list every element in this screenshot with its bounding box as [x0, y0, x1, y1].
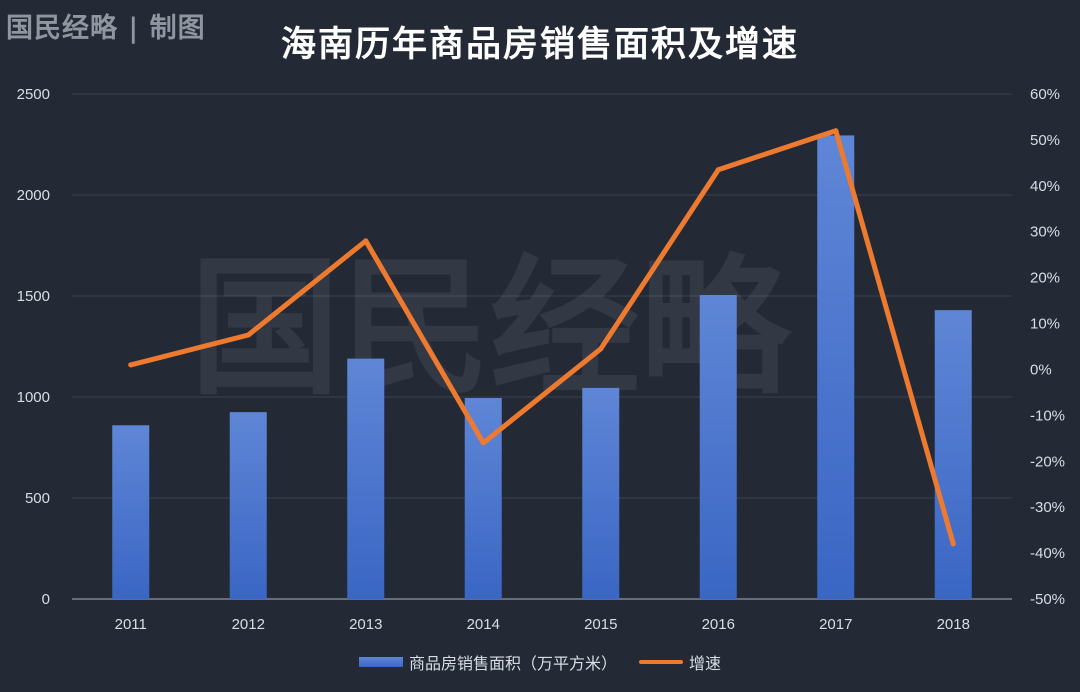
bar-2016[interactable]	[699, 294, 737, 599]
bar-2015[interactable]	[582, 387, 620, 599]
x-axis: 2011 2012 2013 2014 2015 2016 2017 2018	[115, 616, 970, 633]
right-tick-label: -10%	[1030, 407, 1065, 424]
legend: 商品房销售面积（万平方米） 增速	[0, 650, 1080, 674]
x-tick-label: 2013	[349, 616, 382, 633]
bar-2014[interactable]	[464, 398, 502, 599]
brand-label: 国民经略 | 制图	[6, 13, 206, 44]
right-tick-label: -40%	[1030, 545, 1065, 562]
right-tick-label: 60%	[1030, 86, 1060, 103]
chart-title: 海南历年商品房销售面积及增速	[280, 25, 799, 65]
right-tick-label: 0%	[1030, 361, 1052, 378]
growth-point-2013[interactable]	[363, 238, 369, 244]
legend-swatch-line	[639, 660, 683, 664]
right-tick-label: 40%	[1030, 178, 1060, 195]
line-series	[128, 128, 956, 547]
watermark-text: 国民经略	[190, 240, 793, 416]
growth-point-2015[interactable]	[598, 346, 604, 352]
bar-2013[interactable]	[347, 358, 385, 599]
growth-point-2017[interactable]	[833, 128, 839, 134]
legend-swatch-bar	[358, 657, 403, 667]
bar-2018[interactable]	[934, 310, 972, 599]
x-tick-label: 2016	[702, 616, 735, 633]
left-tick-label: 500	[25, 490, 50, 507]
x-tick-label: 2018	[937, 616, 970, 633]
growth-point-2014[interactable]	[480, 440, 486, 446]
right-tick-label: 10%	[1030, 316, 1060, 333]
left-tick-label: 0	[42, 591, 50, 608]
growth-point-2012[interactable]	[245, 332, 251, 338]
left-tick-label: 1500	[17, 288, 50, 305]
right-tick-label: -20%	[1030, 453, 1065, 470]
left-tick-label: 2500	[17, 86, 50, 103]
legend-label-area: 商品房销售面积（万平方米）	[408, 654, 617, 673]
left-axis: 0 500 1000 1500 2000 2500	[17, 86, 50, 608]
right-tick-label: 50%	[1030, 132, 1060, 149]
x-tick-label: 2017	[819, 616, 852, 633]
growth-point-2018[interactable]	[950, 541, 956, 547]
legend-label-growth: 增速	[689, 654, 722, 673]
x-tick-label: 2012	[232, 616, 265, 633]
x-tick-label: 2011	[115, 616, 147, 633]
bar-series	[112, 135, 972, 599]
legend-item-area[interactable]: 商品房销售面积（万平方米）	[358, 650, 617, 674]
right-tick-label: -30%	[1030, 499, 1065, 516]
left-tick-label: 1000	[17, 389, 50, 406]
left-tick-label: 2000	[17, 187, 50, 204]
bar-2017[interactable]	[817, 135, 855, 599]
growth-line[interactable]	[128, 128, 956, 547]
x-tick-label: 2015	[584, 616, 617, 633]
bar-2012[interactable]	[229, 412, 267, 599]
right-tick-label: 30%	[1030, 224, 1060, 241]
growth-point-2011[interactable]	[128, 362, 134, 368]
right-tick-label: -50%	[1030, 591, 1065, 608]
right-tick-label: 20%	[1030, 270, 1060, 287]
right-axis: -50% -40% -30% -20% -10% 0% 10% 20% 30% 40% 50% 60%	[1030, 86, 1065, 608]
bar-2011[interactable]	[112, 425, 150, 599]
legend-item-growth[interactable]: 增速	[639, 650, 721, 674]
x-tick-label: 2014	[467, 616, 500, 633]
growth-point-2016[interactable]	[715, 167, 721, 173]
